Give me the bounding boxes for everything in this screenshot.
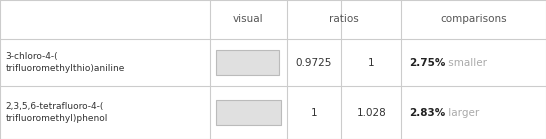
Text: 2.75%: 2.75% [410, 58, 446, 68]
Text: larger: larger [445, 108, 479, 118]
FancyBboxPatch shape [216, 100, 281, 125]
FancyBboxPatch shape [216, 50, 280, 75]
Text: 1: 1 [311, 108, 317, 118]
Text: 1: 1 [368, 58, 375, 68]
Text: 2.83%: 2.83% [410, 108, 446, 118]
Text: ratios: ratios [329, 14, 359, 24]
Text: 2,3,5,6-tetrafluoro-4-(
trifluoromethyl)phenol: 2,3,5,6-tetrafluoro-4-( trifluoromethyl)… [5, 102, 108, 123]
Text: 1.028: 1.028 [357, 108, 386, 118]
Text: 0.9725: 0.9725 [296, 58, 332, 68]
Text: visual: visual [233, 14, 264, 24]
Text: smaller: smaller [445, 58, 487, 68]
Text: 3-chloro-4-(
trifluoromethylthio)aniline: 3-chloro-4-( trifluoromethylthio)aniline [5, 52, 125, 73]
Text: comparisons: comparisons [440, 14, 507, 24]
